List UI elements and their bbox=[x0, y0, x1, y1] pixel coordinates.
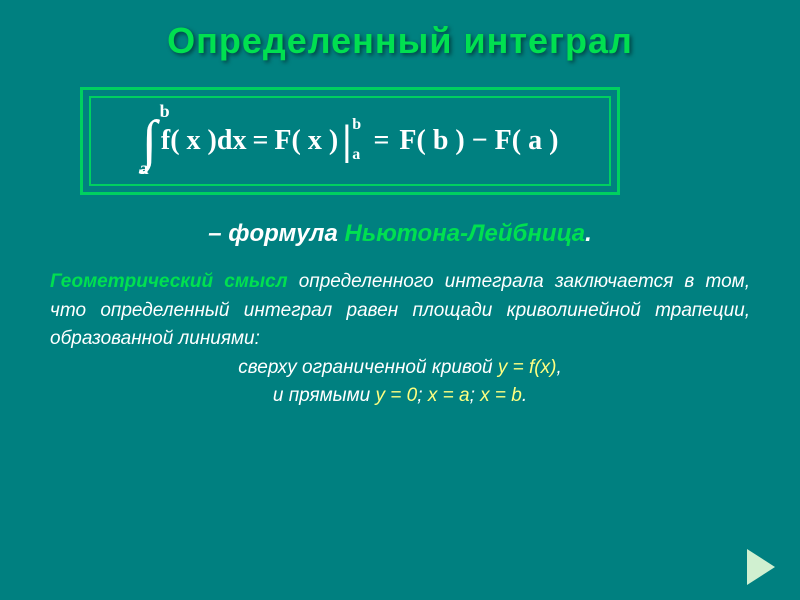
body-text-3a: и прямыми bbox=[273, 385, 376, 406]
integral-lower-limit: a bbox=[140, 158, 149, 179]
subtitle-name: Ньютона-Лейбница bbox=[345, 220, 586, 247]
equation-curve: y = f(x) bbox=[498, 357, 557, 378]
equation-xa: x = a bbox=[428, 385, 470, 406]
body-text-2b: , bbox=[556, 357, 561, 378]
eval-lower: a bbox=[352, 146, 360, 164]
equation-xb: x = b bbox=[480, 385, 522, 406]
sep-2: ; bbox=[470, 385, 481, 406]
subtitle-dot: . bbox=[585, 220, 592, 247]
equals-2: = bbox=[373, 125, 389, 157]
formula-box-inner: b ∫ a f( x )dx = F( x ) b | a = F( b ) −… bbox=[89, 96, 611, 186]
body-text-3b: . bbox=[522, 385, 527, 406]
subtitle-dash: – формула bbox=[208, 220, 344, 247]
sep-1: ; bbox=[417, 385, 428, 406]
slide: Определенный интеграл b ∫ a f( x )dx = F… bbox=[0, 0, 800, 600]
next-slide-button[interactable] bbox=[747, 549, 775, 585]
formula: b ∫ a f( x )dx = F( x ) b | a = F( b ) −… bbox=[142, 113, 559, 169]
subtitle: – формула Ньютона-Лейбница. bbox=[50, 220, 750, 248]
integrand: f( x )dx bbox=[161, 125, 247, 157]
equation-y0: y = 0 bbox=[376, 385, 418, 406]
body-line-1: Геометрический смысл определенного интег… bbox=[50, 268, 750, 354]
evaluation-bar: b | a bbox=[342, 120, 351, 162]
equals-1: = bbox=[252, 125, 268, 157]
body-paragraph: Геометрический смысл определенного интег… bbox=[50, 268, 750, 411]
page-title: Определенный интеграл bbox=[50, 20, 750, 62]
integral-upper-limit: b bbox=[160, 101, 170, 122]
eval-upper: b bbox=[352, 116, 361, 134]
body-text-2a: сверху ограниченной кривой bbox=[238, 357, 498, 378]
antiderivative: F( x ) bbox=[274, 125, 338, 157]
eval-line: | bbox=[342, 118, 351, 164]
formula-result: F( b ) − F( a ) bbox=[399, 125, 558, 157]
integral-sign: b ∫ a bbox=[142, 113, 157, 169]
formula-box-outer: b ∫ a f( x )dx = F( x ) b | a = F( b ) −… bbox=[80, 87, 620, 195]
body-line-2: сверху ограниченной кривой y = f(x), bbox=[50, 354, 750, 383]
body-line-3: и прямыми y = 0; x = a; x = b. bbox=[50, 382, 750, 411]
highlight-text: Геометрический смысл bbox=[50, 271, 288, 292]
